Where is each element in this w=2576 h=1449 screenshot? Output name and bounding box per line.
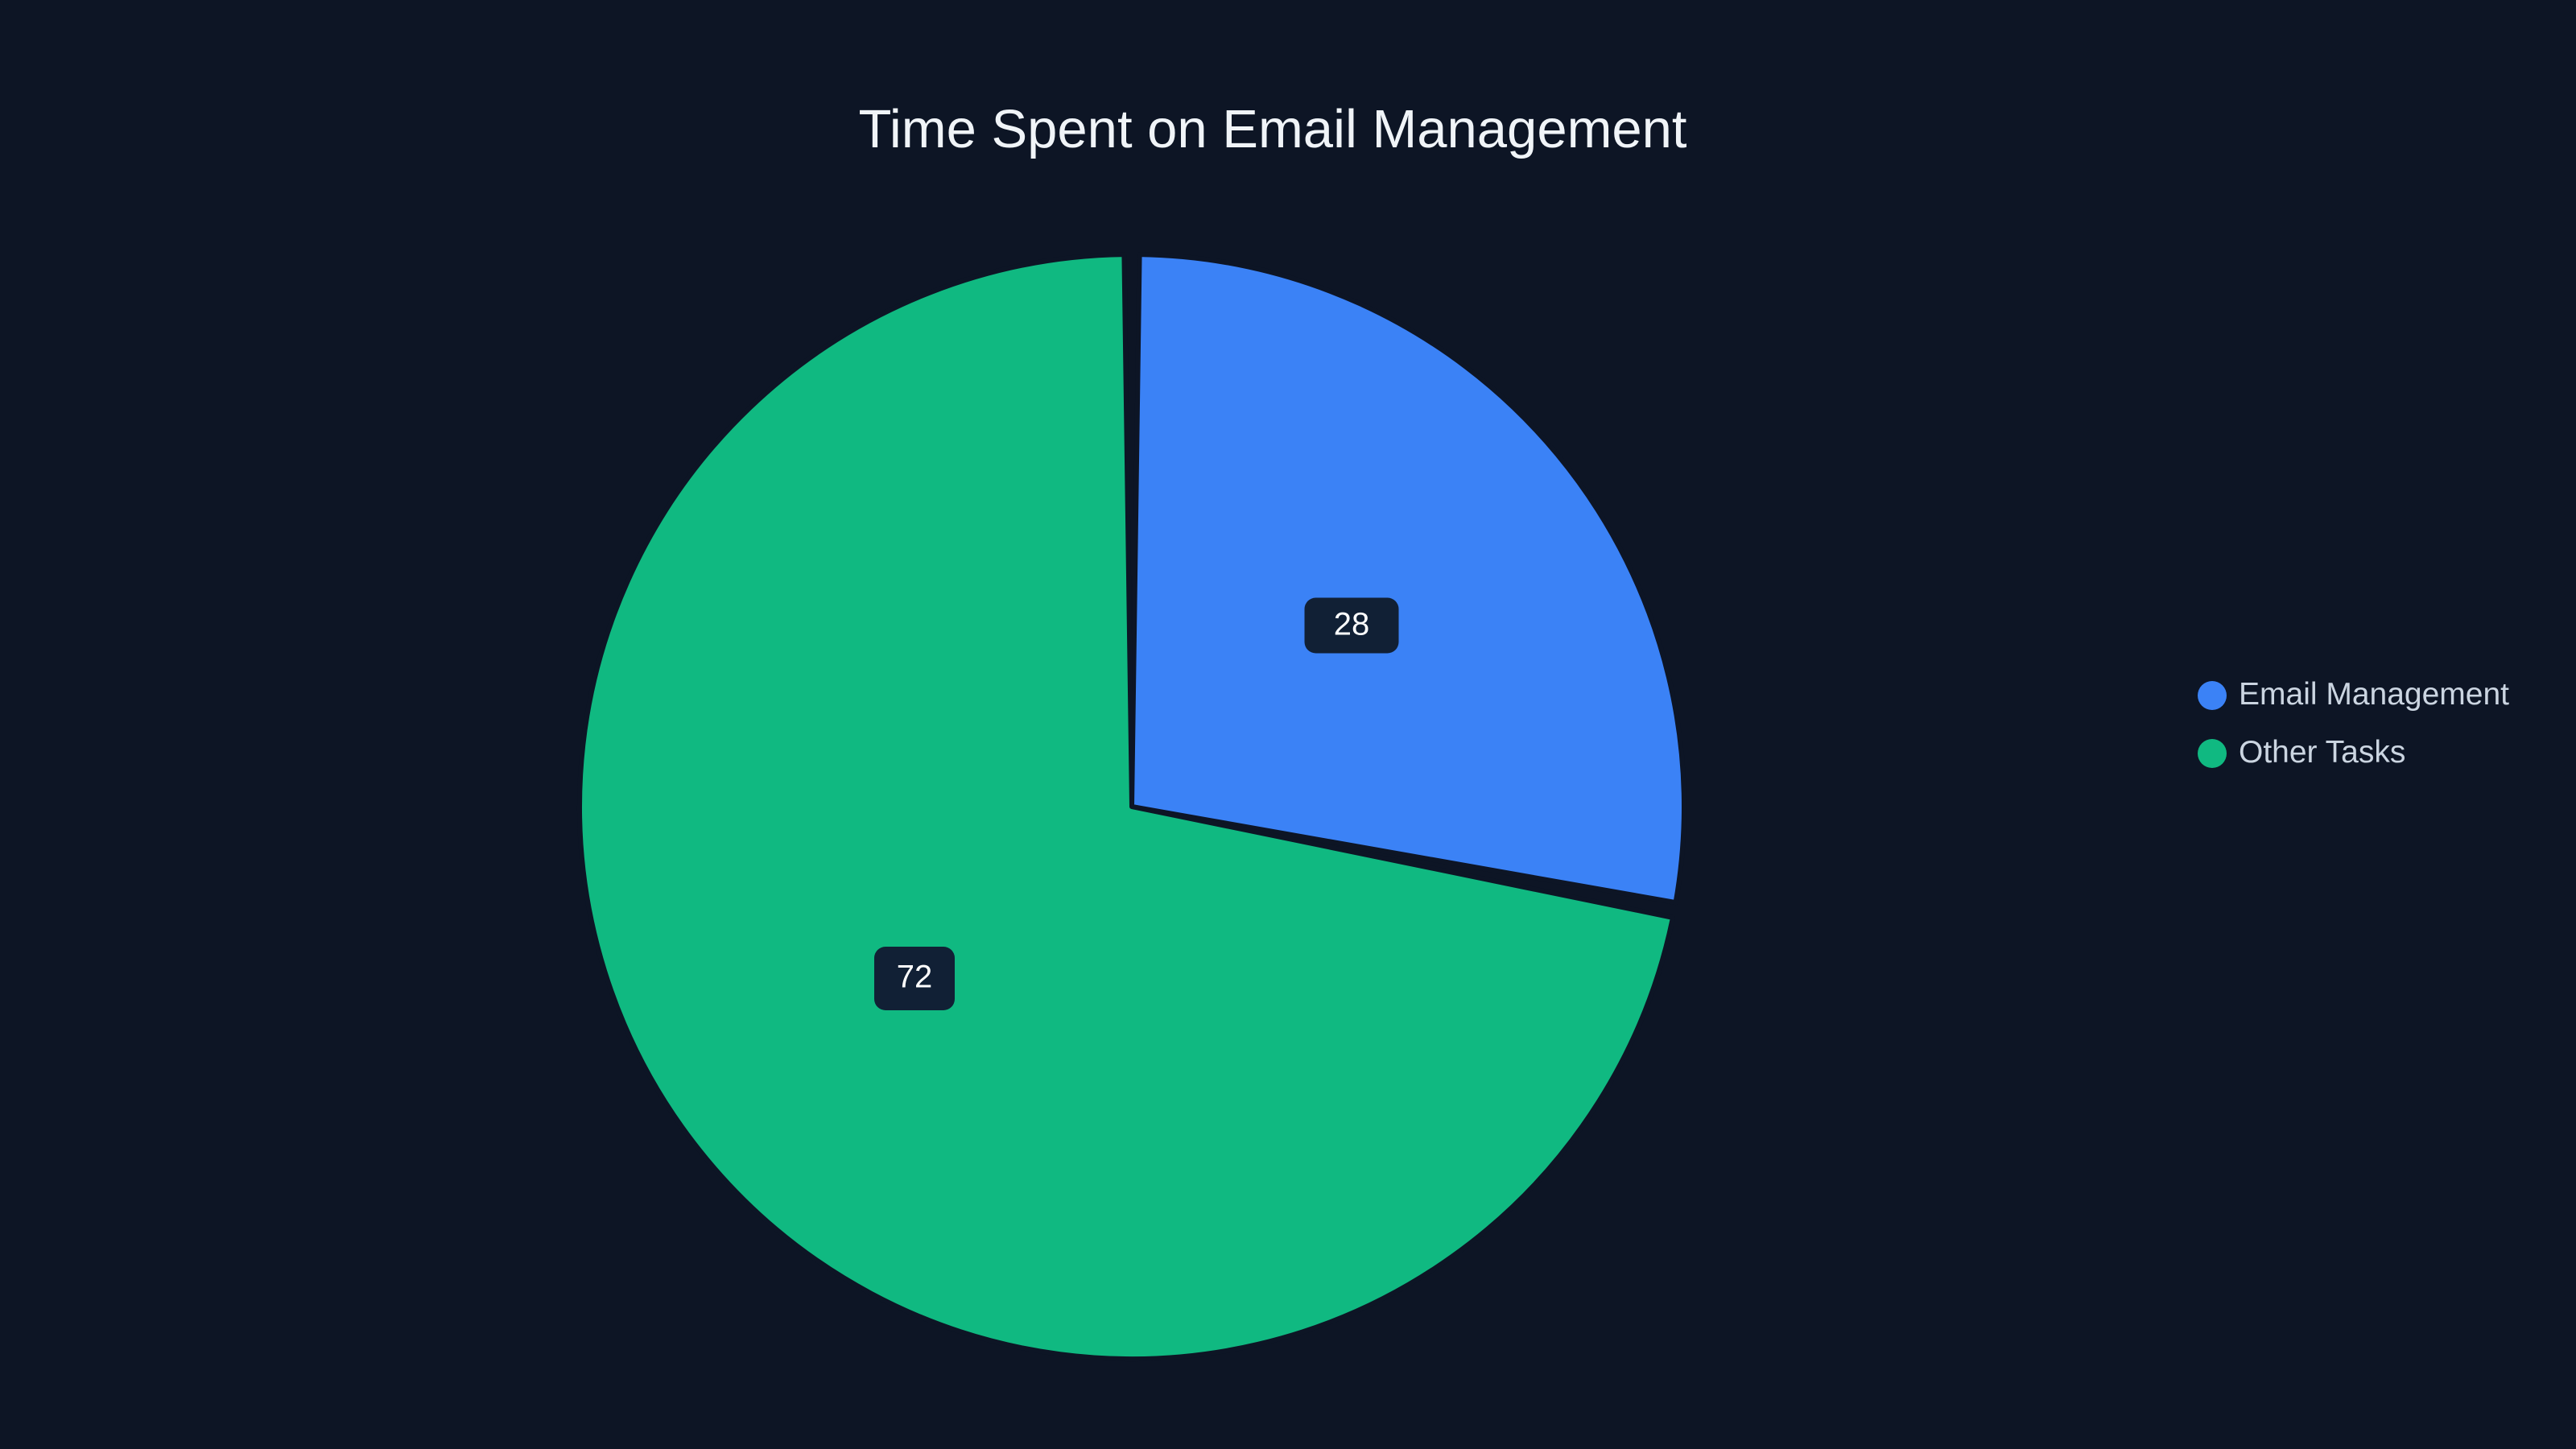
svg-text:28: 28 <box>1334 607 1370 642</box>
svg-text:72: 72 <box>897 960 933 995</box>
